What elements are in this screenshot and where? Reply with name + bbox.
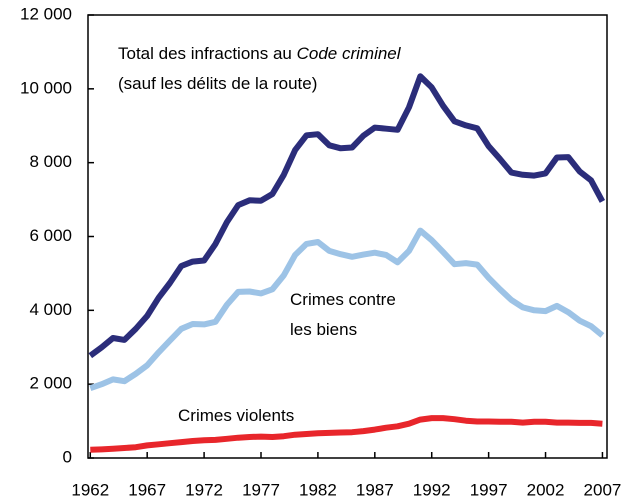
x-tick-label: 1987 bbox=[356, 480, 394, 499]
y-tick-label: 0 bbox=[63, 447, 72, 466]
series-line bbox=[89, 227, 605, 392]
x-tick-label: 2002 bbox=[527, 480, 565, 499]
annotation: Crimes contre bbox=[290, 290, 396, 309]
annotation: Total des infractions au Code criminel bbox=[118, 44, 402, 63]
series-line bbox=[88, 73, 606, 359]
x-tick-label: 1967 bbox=[128, 480, 166, 499]
series-line bbox=[90, 415, 603, 453]
annotation: les biens bbox=[290, 320, 357, 339]
annotation: (sauf les délits de la route) bbox=[118, 74, 317, 93]
annotation-span: Total des infractions au bbox=[118, 44, 297, 63]
x-tick-label: 1982 bbox=[299, 480, 337, 499]
x-tick-label: 1997 bbox=[470, 480, 508, 499]
annotation-span: Code criminel bbox=[297, 44, 402, 63]
y-tick-label: 8 000 bbox=[29, 152, 72, 171]
y-tick-label: 4 000 bbox=[29, 300, 72, 319]
x-tick-label: 1992 bbox=[413, 480, 451, 499]
x-tick-label: 1977 bbox=[242, 480, 280, 499]
annotation-span: Crimes violents bbox=[178, 406, 294, 425]
annotation-span: Crimes contre bbox=[290, 290, 396, 309]
x-tick-label: 1972 bbox=[185, 480, 223, 499]
y-tick-label: 2 000 bbox=[29, 374, 72, 393]
y-tick-label: 12 000 bbox=[20, 4, 72, 23]
y-tick-label: 10 000 bbox=[20, 78, 72, 97]
annotation: Crimes violents bbox=[178, 406, 294, 425]
annotation-span: (sauf les délits de la route) bbox=[118, 74, 317, 93]
x-tick-label: 2007 bbox=[584, 480, 622, 499]
x-tick-label: 1962 bbox=[71, 480, 109, 499]
annotation-span: les biens bbox=[290, 320, 357, 339]
y-tick-label: 6 000 bbox=[29, 226, 72, 245]
